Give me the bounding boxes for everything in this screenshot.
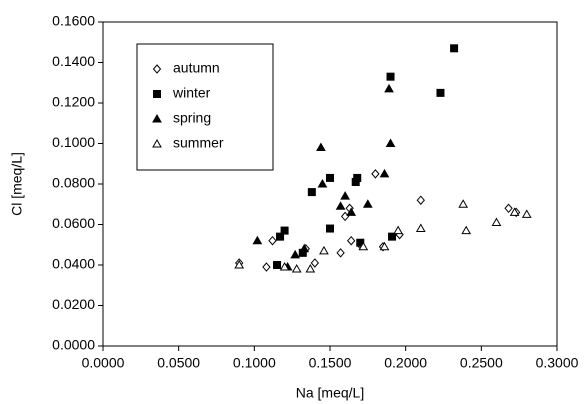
point [436,88,445,97]
x-tick-label: 0.2500 [460,355,503,371]
x-axis-label: Na [meq/L] [296,385,364,401]
legend-label: winter [172,85,211,101]
y-tick-label: 0.0800 [52,175,95,191]
legend-marker [152,138,162,148]
point [371,169,380,179]
point [299,243,310,253]
point [351,177,360,186]
point [491,217,502,226]
point [362,199,373,208]
point [509,207,520,216]
x-tick-label: 0.1000 [233,355,276,371]
point [262,262,271,272]
point [279,262,290,271]
y-tick-label: 0.0200 [52,296,95,312]
y-tick-label: 0.1200 [52,94,95,110]
point [358,241,369,251]
point [379,241,390,251]
point [291,264,302,273]
point [252,235,263,245]
point [386,72,395,81]
y-tick-label: 0.1400 [52,53,95,69]
point [388,232,397,241]
legend-label: autumn [173,60,220,76]
y-tick-label: 0.0000 [52,337,95,353]
y-tick-label: 0.0400 [52,256,95,272]
point [280,226,289,235]
y-tick-label: 0.1000 [52,134,95,150]
point [340,191,350,200]
point [458,199,469,208]
point [415,223,426,233]
x-tick-label: 0.3000 [536,355,579,371]
legend-label: summer [173,135,224,151]
legend-box [136,43,274,171]
point [450,44,459,53]
point [276,232,285,241]
point [326,224,334,233]
point [316,142,326,152]
point [307,188,316,197]
x-tick-label: 0.0000 [82,355,125,371]
x-tick-label: 0.2000 [384,355,427,371]
point [317,178,328,188]
point [336,248,345,258]
point [504,203,513,214]
point [305,264,316,273]
point [326,173,334,182]
point [461,225,472,235]
point [384,83,394,93]
point [335,201,346,210]
point [340,211,350,222]
point [346,207,357,216]
point [385,138,396,147]
x-tick-label: 0.0500 [157,355,200,371]
point [273,261,282,269]
point [290,249,301,259]
point [310,258,320,268]
legend-marker [152,64,162,74]
point [521,209,532,218]
point [379,168,390,178]
point [393,225,403,235]
y-tick-label: 0.1600 [52,13,95,29]
legend-marker [152,113,162,123]
point [268,235,277,246]
point [234,259,245,269]
x-tick-label: 0.1500 [309,355,352,371]
y-tick-label: 0.0600 [52,215,95,231]
point [319,245,329,255]
y-axis-label: Cl [meq/L] [9,152,25,216]
legend-label: spring [173,110,211,126]
legend-marker [153,90,161,98]
point [347,235,356,246]
point [416,195,425,205]
